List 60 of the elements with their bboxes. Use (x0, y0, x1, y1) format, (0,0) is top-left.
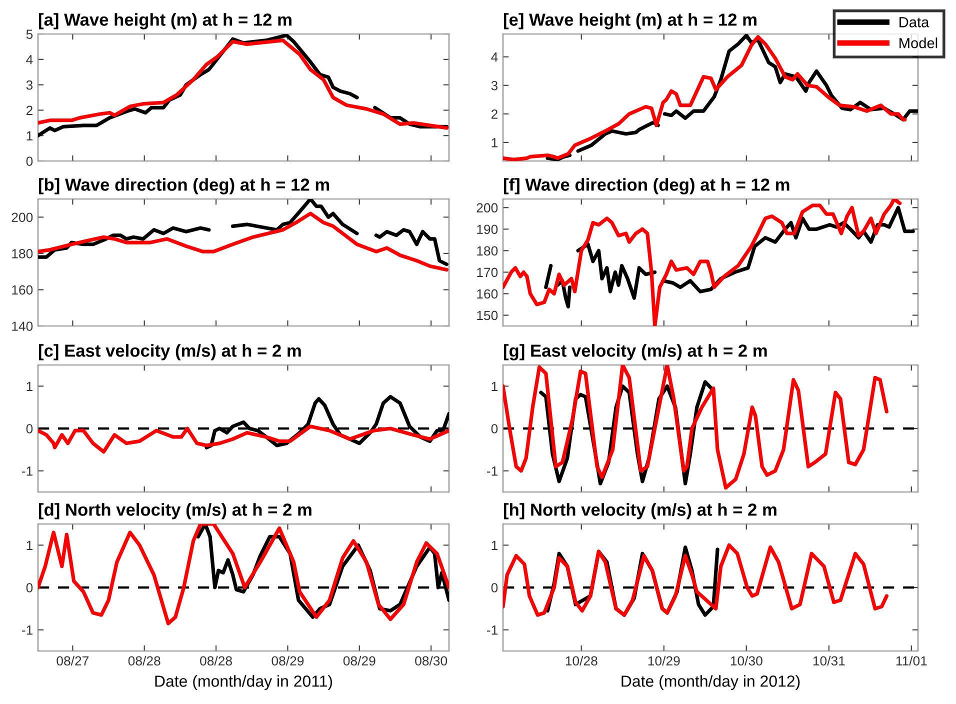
x-tick-label: 10/29 (648, 656, 680, 666)
y-tick-label: -1 (486, 466, 498, 476)
y-tick-label: 0 (26, 583, 33, 592)
x-tick-label: 08/29 (272, 656, 304, 666)
x-tick-label: 11/01 (896, 656, 927, 666)
line-series (503, 365, 888, 490)
y-tick-label: 170 (477, 268, 498, 278)
chart-title: [c] East velocity (m/s) at h = 2 m (38, 344, 301, 360)
y-tick-label: 160 (477, 289, 498, 299)
y-tick-label: 3 (491, 80, 498, 90)
y-tick-label: -1 (22, 626, 32, 635)
y-tick-label: -1 (486, 626, 498, 635)
x-tick-label: 08/28 (128, 656, 160, 666)
y-tick-label: 180 (12, 248, 33, 258)
y-tick-label: 0 (26, 424, 33, 434)
line-series (38, 424, 449, 454)
y-tick-label: 150 (477, 310, 498, 320)
line-series (38, 212, 448, 272)
chart-title: [a] Wave height (m) at h = 12 m (38, 13, 292, 30)
chart-title: [e] Wave height (m) at h = 12 m (504, 13, 756, 30)
y-tick-label: 190 (477, 224, 498, 234)
y-tick-label: 140 (12, 322, 33, 331)
y-tick-label: 1 (26, 131, 32, 140)
y-tick-label: 1 (492, 138, 498, 148)
chart-title: [g] East velocity (m/s) at h = 2 m (504, 344, 767, 360)
y-tick-label: -1 (22, 466, 32, 476)
x-tick-label: 08/27 (56, 656, 89, 666)
x-tick-label: 08/29 (343, 656, 376, 666)
y-tick-label: 2 (26, 106, 32, 115)
chart-title: [d] North velocity (m/s) at h = 2 m (38, 503, 312, 520)
y-tick-label: 4 (491, 52, 498, 62)
x-tick-label: 10/31 (813, 656, 845, 666)
line-series (503, 543, 888, 617)
x-axis-title: Date (month/day in 2012) (622, 675, 800, 690)
y-tick-label: 0 (491, 583, 498, 592)
chart-title: [b] Wave direction (deg) at h = 12 m (38, 178, 330, 194)
y-tick-label: 1 (26, 382, 32, 391)
line-series (503, 199, 902, 326)
x-axis-title: Date (month/day in 2011) (155, 675, 332, 690)
x-tick-label: 10/30 (730, 656, 762, 666)
y-tick-label: 1 (492, 382, 498, 391)
y-tick-label: 0 (491, 424, 498, 434)
x-tick-label: 08/28 (200, 656, 232, 666)
y-tick-label: 200 (12, 212, 33, 222)
y-tick-label: 5 (26, 30, 33, 39)
y-tick-label: 200 (476, 203, 498, 213)
y-tick-label: 180 (477, 246, 498, 256)
legend-label: Model (900, 38, 938, 48)
y-tick-label: 2 (491, 109, 498, 119)
x-tick-label: 10/28 (566, 656, 598, 666)
y-tick-label: 3 (26, 80, 33, 90)
y-tick-label: 0 (26, 156, 33, 166)
y-tick-label: 160 (12, 285, 33, 295)
y-tick-label: 4 (26, 55, 33, 64)
y-tick-label: 1 (492, 540, 498, 550)
legend-label: Data (900, 17, 930, 28)
y-tick-label: 1 (26, 540, 32, 550)
x-tick-label: 08/30 (415, 656, 448, 666)
chart-title: [h] North velocity (m/s) at h = 2 m (504, 503, 776, 520)
chart-title: [f] Wave direction (deg) at h = 12 m (504, 178, 790, 194)
